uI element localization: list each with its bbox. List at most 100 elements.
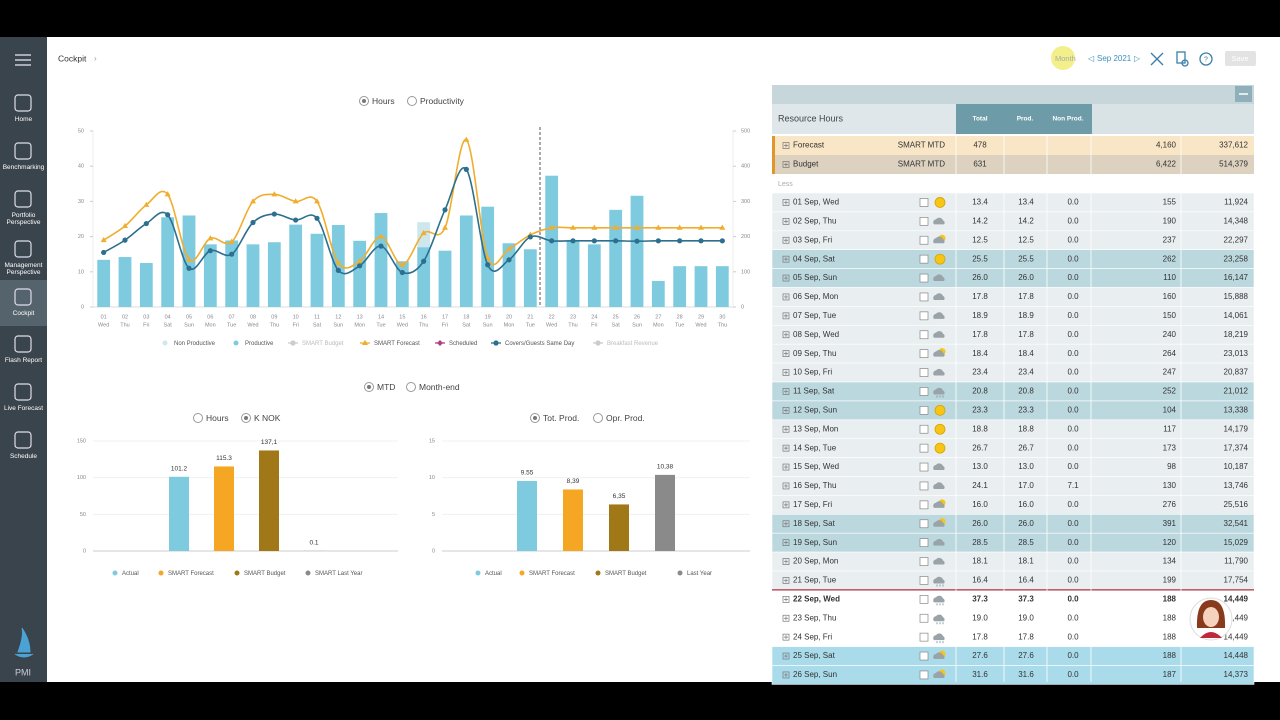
table-row[interactable] xyxy=(771,362,1255,383)
nav-icon[interactable] xyxy=(14,94,32,112)
breadcrumb[interactable]: Cockpit xyxy=(58,53,87,63)
table-row[interactable] xyxy=(771,381,1255,402)
expand-icon[interactable] xyxy=(782,369,790,376)
table-row[interactable] xyxy=(771,400,1255,421)
table-row[interactable] xyxy=(771,495,1255,515)
nav-icon[interactable] xyxy=(14,431,32,449)
expand-icon[interactable] xyxy=(782,520,790,528)
calendar-icon[interactable] xyxy=(919,217,929,226)
table-row[interactable] xyxy=(771,287,1255,307)
legend-label[interactable]: SMART Budget xyxy=(244,571,286,577)
calendar-icon[interactable] xyxy=(919,349,929,358)
menu-icon[interactable] xyxy=(15,54,31,66)
table-row[interactable] xyxy=(771,551,1255,572)
expand-icon[interactable] xyxy=(782,388,790,395)
radio[interactable] xyxy=(593,413,603,423)
expand-icon[interactable] xyxy=(782,539,790,547)
radio-label[interactable]: K NOK xyxy=(254,413,281,423)
calendar-icon[interactable] xyxy=(919,198,929,207)
expand-icon[interactable] xyxy=(782,425,790,433)
nav-icon[interactable] xyxy=(14,335,32,353)
nav-label[interactable]: Live Forecast xyxy=(3,405,44,412)
expand-icon[interactable] xyxy=(782,671,790,679)
less-toggle[interactable]: Less xyxy=(778,181,793,188)
table-row[interactable] xyxy=(771,646,1255,666)
radio-label[interactable]: Month-end xyxy=(419,382,460,392)
calendar-icon[interactable] xyxy=(919,576,929,585)
radio[interactable] xyxy=(407,96,417,106)
toolbar-icons[interactable] xyxy=(1150,51,1213,67)
help[interactable]: ? xyxy=(1204,56,1208,63)
expand-icon[interactable] xyxy=(782,444,790,452)
radio-label[interactable]: MTD xyxy=(377,382,395,392)
legend-label[interactable]: Actual xyxy=(122,571,139,577)
calendar-icon[interactable] xyxy=(919,670,929,680)
calendar-icon[interactable] xyxy=(919,424,929,434)
table-row[interactable] xyxy=(771,419,1255,439)
nav-icon[interactable] xyxy=(14,142,32,160)
expand-icon[interactable] xyxy=(782,161,790,168)
legend-label[interactable]: Non Productive xyxy=(174,341,216,347)
nav-icon[interactable] xyxy=(14,383,32,401)
calendar-icon[interactable] xyxy=(919,481,929,491)
expand-icon[interactable] xyxy=(782,407,790,414)
legend-label[interactable]: SMART Forecast xyxy=(529,571,575,577)
legend-label[interactable]: Scheduled xyxy=(449,341,477,347)
calendar-icon[interactable] xyxy=(919,462,929,472)
calendar-icon[interactable] xyxy=(919,651,929,661)
expand-icon[interactable] xyxy=(782,142,790,149)
table-row[interactable] xyxy=(771,324,1255,345)
nav-label[interactable]: Flash Report xyxy=(4,357,43,364)
nav-label[interactable]: Schedule xyxy=(9,453,38,460)
calendar-icon[interactable] xyxy=(919,292,929,302)
table-row[interactable] xyxy=(771,306,1255,326)
expand-icon[interactable] xyxy=(782,614,790,622)
prev[interactable]: ◁ xyxy=(1088,54,1095,63)
legend-label[interactable]: Productive xyxy=(245,341,274,347)
legend-label[interactable]: Last Year xyxy=(687,571,712,577)
calendar-icon[interactable] xyxy=(919,273,929,283)
calendar-icon[interactable] xyxy=(919,387,929,396)
table-row[interactable] xyxy=(771,627,1255,647)
calendar-icon[interactable] xyxy=(919,254,929,264)
radio-label[interactable]: Hours xyxy=(372,96,395,106)
radio-label[interactable]: Opr. Prod. xyxy=(606,413,645,423)
expand-icon[interactable] xyxy=(782,312,790,320)
legend-label[interactable]: SMART Budget xyxy=(605,571,647,577)
expand-icon[interactable] xyxy=(782,577,790,584)
period[interactable]: Sep 2021 xyxy=(1097,54,1132,63)
radio-label[interactable]: Productivity xyxy=(420,96,465,106)
expand-icon[interactable] xyxy=(782,595,790,603)
period-mode[interactable]: Month xyxy=(1055,54,1076,63)
expand-icon[interactable] xyxy=(782,274,790,282)
expand-icon[interactable] xyxy=(782,293,790,301)
legend-label[interactable]: SMART Budget xyxy=(302,341,344,347)
expand-icon[interactable] xyxy=(782,633,790,641)
table-row[interactable] xyxy=(771,457,1255,477)
calendar-icon[interactable] xyxy=(919,443,929,453)
table-row[interactable] xyxy=(771,211,1255,232)
nav-label[interactable]: Portfolio Perspective xyxy=(6,212,41,226)
nav-icon[interactable] xyxy=(14,240,32,258)
expand-icon[interactable] xyxy=(782,558,790,565)
expand-icon[interactable] xyxy=(782,331,790,339)
radio-label[interactable]: Hours xyxy=(206,413,229,423)
expand-icon[interactable] xyxy=(782,652,790,660)
table-row[interactable] xyxy=(771,608,1255,628)
nav-label[interactable]: Benchmarking xyxy=(2,164,45,171)
calendar-icon[interactable] xyxy=(919,519,929,529)
calendar-icon[interactable] xyxy=(919,406,929,415)
calendar-icon[interactable] xyxy=(919,632,929,642)
calendar-icon[interactable] xyxy=(919,557,929,566)
legend-label[interactable]: SMART Forecast xyxy=(168,571,214,577)
expand-icon[interactable] xyxy=(782,482,790,490)
table-row[interactable] xyxy=(771,438,1255,458)
calendar-icon[interactable] xyxy=(919,594,929,604)
calendar-icon[interactable] xyxy=(919,368,929,377)
expand-icon[interactable] xyxy=(782,218,790,225)
radio-label[interactable]: Tot. Prod. xyxy=(543,413,579,423)
legend-label[interactable]: SMART Forecast xyxy=(374,341,420,347)
nav-label[interactable]: Cockpit xyxy=(12,310,35,317)
nav-label[interactable]: Home xyxy=(14,116,33,123)
table-row[interactable] xyxy=(771,665,1255,685)
